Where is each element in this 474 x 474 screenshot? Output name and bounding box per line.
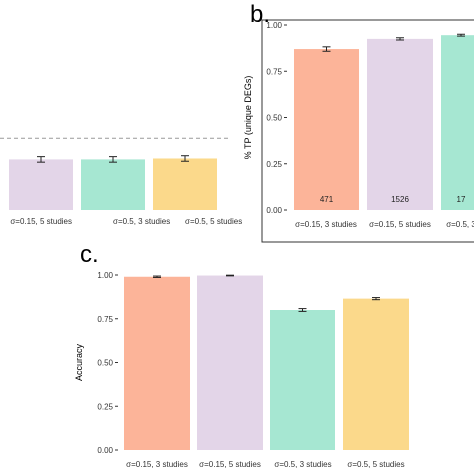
y-tick-label: 0.50 (266, 114, 282, 123)
x-tick-label: σ=0.5, 3 (446, 220, 474, 229)
bar (9, 159, 73, 210)
x-tick-label: σ=0.5, 5 studies (185, 217, 242, 226)
bar (441, 35, 474, 210)
panel-border (261, 19, 474, 243)
x-tick-label: σ=0.5, 3 studies (113, 217, 170, 226)
x-tick-label: σ=0.15, 3 studies (126, 460, 188, 469)
panel-b: 471 1526 17 0.00 0.25 0.50 0.75 1.00 % TP (uniqu… (243, 1, 474, 243)
y-tick-label: 0.75 (97, 315, 113, 324)
x-tick-label: σ=0.15, 3 studies (295, 220, 357, 229)
bar (294, 49, 359, 210)
bar (343, 298, 409, 450)
x-tick-label: σ=0.15, 5 studies (199, 460, 261, 469)
x-tick-label: σ=0.5, 3 studies (274, 460, 331, 469)
y-tick-label: 1.00 (97, 271, 113, 280)
bar (270, 310, 335, 450)
panel-a: σ=0.15, 5 studies σ=0.5, 3 studies σ=0.5, … (0, 137, 242, 226)
y-tick-label: 0.00 (97, 446, 113, 455)
y-tick-label: 0.75 (266, 67, 282, 76)
panel-letter: c. (80, 241, 99, 268)
bar (81, 159, 145, 210)
panel-c: 0.00 0.25 0.50 0.75 1.00 Accuracy σ=0.15, 3 st… (74, 241, 409, 469)
bar (367, 38, 433, 210)
y-axis-title: % TP (unique DEGs) (243, 76, 253, 160)
bar-count-label: 17 (457, 195, 466, 204)
y-tick-label: 0.25 (266, 160, 282, 169)
bar (197, 275, 263, 450)
bar (124, 276, 190, 450)
y-tick-label: 0.50 (97, 359, 113, 368)
x-tick-label: σ=0.5, 5 studies (347, 460, 404, 469)
bar-count-label: 1526 (391, 195, 409, 204)
bar (153, 158, 217, 210)
bar-count-label: 471 (320, 195, 334, 204)
x-tick-label: σ=0.15, 5 studies (369, 220, 431, 229)
y-tick-label: 1.00 (266, 21, 282, 30)
y-tick-label: 0.25 (97, 402, 113, 411)
y-tick-label: 0.00 (266, 206, 282, 215)
y-axis-title: Accuracy (74, 343, 84, 381)
x-tick-label: σ=0.15, 5 studies (10, 217, 72, 226)
panel-letter: b. (250, 1, 270, 28)
